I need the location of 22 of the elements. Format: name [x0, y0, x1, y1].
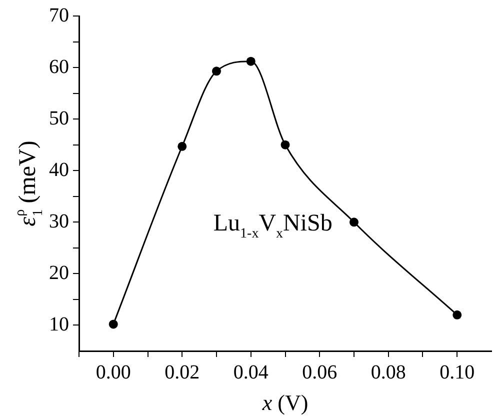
point [108, 320, 118, 329]
y-axis-title: ε1ρ (meV) [13, 140, 46, 226]
x-tick-label: 0.00 [96, 361, 131, 384]
point [452, 310, 462, 320]
y-tick-label: 10 [49, 313, 69, 336]
point [212, 66, 221, 76]
x-tick-label: 0.06 [302, 361, 338, 384]
y-tick-label: 40 [49, 158, 69, 181]
x-axis-title: x (V) [261, 390, 308, 415]
point [178, 142, 187, 151]
y-tick-label: 60 [49, 56, 69, 78]
y-tick-label: 30 [49, 210, 69, 232]
y-tick-label: 70 [49, 4, 69, 26]
y-tick-label: 50 [49, 107, 69, 130]
x-tick-label: 0.04 [233, 361, 268, 384]
point [280, 140, 290, 150]
x-tick-label: 0.02 [164, 361, 200, 384]
x-tick-label: 0.08 [370, 361, 406, 384]
y-tick-label: 20 [49, 262, 69, 284]
point [246, 56, 256, 66]
x-tick-label: 0.10 [440, 361, 475, 384]
point [350, 218, 358, 227]
